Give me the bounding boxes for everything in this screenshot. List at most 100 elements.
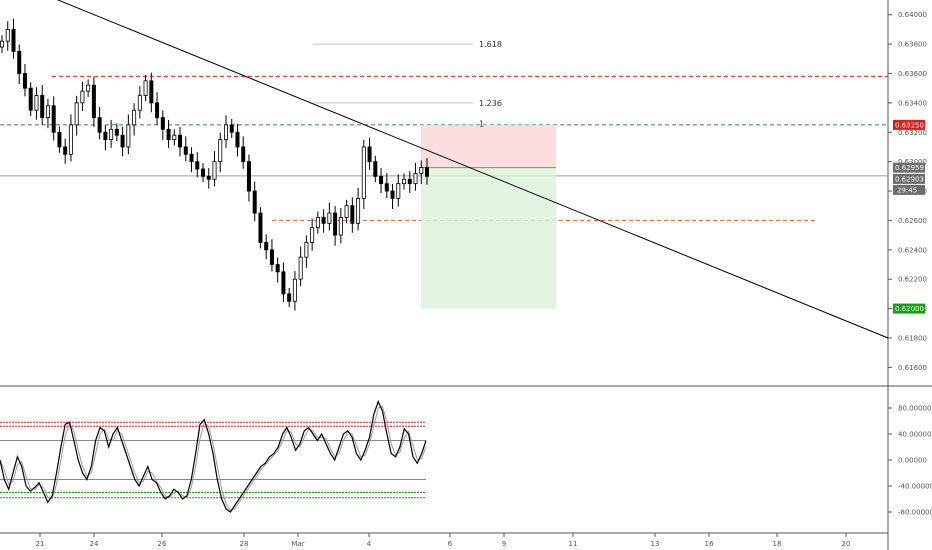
candle[interactable] <box>229 119 234 139</box>
price-axis-label: 0.63000 <box>898 158 927 166</box>
candle[interactable] <box>160 110 165 140</box>
candle[interactable] <box>287 288 292 308</box>
candle[interactable] <box>407 171 412 194</box>
candle[interactable] <box>91 77 96 127</box>
price-axis-label: 0.61600 <box>898 364 927 372</box>
fib-level-label: 1.236 <box>479 99 502 108</box>
candle[interactable] <box>281 262 286 303</box>
candle[interactable] <box>40 84 45 125</box>
time-axis-label: Mar <box>291 540 304 548</box>
candle[interactable] <box>212 151 217 187</box>
candle[interactable] <box>80 81 85 112</box>
candle[interactable] <box>419 160 424 184</box>
candle[interactable] <box>344 199 349 224</box>
candle[interactable] <box>361 139 366 209</box>
price-axis-label: 0.63600 <box>898 70 927 78</box>
candle[interactable] <box>321 209 326 233</box>
candle[interactable] <box>63 138 68 164</box>
time-axis-label: 24 <box>90 540 99 548</box>
candle[interactable] <box>17 44 22 85</box>
candle[interactable] <box>218 132 223 173</box>
candle[interactable] <box>109 119 114 148</box>
candle[interactable] <box>183 136 188 162</box>
fib-level-label: 1 <box>479 119 484 128</box>
candle[interactable] <box>28 82 33 117</box>
oscillator-axis-label: 40.00000 <box>898 431 931 439</box>
last-price-tag: 0.62903 <box>893 173 925 184</box>
candle[interactable] <box>292 270 297 311</box>
candle[interactable] <box>51 96 56 141</box>
candle[interactable] <box>172 129 177 146</box>
candle[interactable] <box>384 173 389 199</box>
candle[interactable] <box>97 106 102 140</box>
candle[interactable] <box>310 218 315 251</box>
candle[interactable] <box>132 103 137 136</box>
candle[interactable] <box>126 114 131 154</box>
price-axis-label: 0.61800 <box>898 334 927 342</box>
candle[interactable] <box>252 181 257 222</box>
candle[interactable] <box>264 234 269 260</box>
candle[interactable] <box>195 152 200 178</box>
stop-loss-zone[interactable] <box>421 124 556 168</box>
candle[interactable] <box>57 126 62 153</box>
svg-text:0.62959: 0.62959 <box>895 164 924 172</box>
candle[interactable] <box>166 119 171 148</box>
candle[interactable] <box>143 74 148 102</box>
candle[interactable] <box>103 125 108 151</box>
candle[interactable] <box>11 18 16 59</box>
oscillator-pane[interactable] <box>0 387 888 533</box>
svg-text:0.62000: 0.62000 <box>895 305 924 313</box>
candle[interactable] <box>258 207 263 249</box>
trendline[interactable] <box>40 0 889 339</box>
candle[interactable] <box>201 163 206 183</box>
candle[interactable] <box>22 64 27 97</box>
candle[interactable] <box>34 87 39 120</box>
candle[interactable] <box>86 79 91 97</box>
candle[interactable] <box>315 211 320 234</box>
candle[interactable] <box>223 115 228 148</box>
candle[interactable] <box>269 239 274 272</box>
oscillator-axis-label: -80.00000 <box>898 509 932 517</box>
bar-countdown: 29:45 <box>893 184 925 195</box>
oscillator-main-line[interactable] <box>0 399 427 513</box>
candle[interactable] <box>149 72 154 113</box>
candle[interactable] <box>68 114 73 162</box>
candle[interactable] <box>298 246 303 287</box>
candle[interactable] <box>45 98 50 129</box>
candle[interactable] <box>120 126 125 157</box>
candle[interactable] <box>367 137 372 170</box>
candle[interactable] <box>402 173 407 190</box>
price-axis-label: 0.64000 <box>898 11 927 19</box>
candle[interactable] <box>178 126 183 157</box>
svg-text:0.62903: 0.62903 <box>895 175 924 183</box>
candle[interactable] <box>333 206 338 246</box>
candle[interactable] <box>206 168 211 189</box>
candle[interactable] <box>379 168 384 194</box>
candle[interactable] <box>0 35 4 53</box>
time-axis-label: 11 <box>569 540 578 548</box>
candle[interactable] <box>424 158 429 185</box>
candle[interactable] <box>189 147 194 173</box>
candle[interactable] <box>246 154 251 202</box>
candle[interactable] <box>74 95 79 136</box>
candle[interactable] <box>275 257 280 283</box>
take-profit-zone[interactable] <box>421 167 556 309</box>
candle[interactable] <box>350 197 355 233</box>
candle[interactable] <box>390 183 395 209</box>
candle[interactable] <box>235 124 240 157</box>
candle[interactable] <box>114 123 119 142</box>
candle[interactable] <box>304 235 309 268</box>
candle[interactable] <box>137 86 142 119</box>
candle[interactable] <box>396 174 401 207</box>
candle[interactable] <box>338 208 343 244</box>
candle[interactable] <box>373 155 378 183</box>
candle[interactable] <box>155 92 160 125</box>
time-axis-label: 4 <box>367 540 372 548</box>
candle[interactable] <box>5 21 10 51</box>
candle[interactable] <box>327 202 332 231</box>
time-axis-label: 26 <box>158 540 167 548</box>
candle[interactable] <box>413 162 418 191</box>
candle[interactable] <box>241 136 246 169</box>
candle[interactable] <box>356 187 361 231</box>
